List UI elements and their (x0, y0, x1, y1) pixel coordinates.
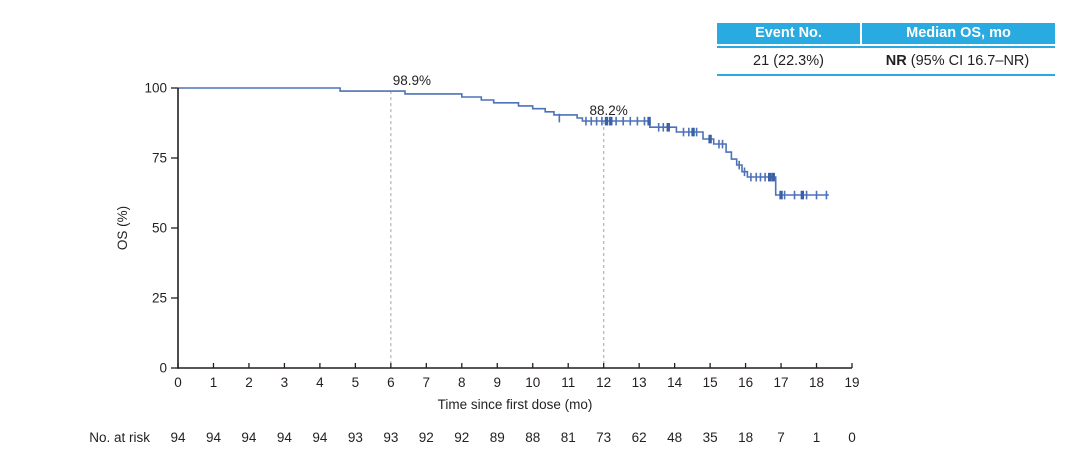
x-tick-label: 17 (774, 375, 789, 390)
y-tick-label: 75 (152, 151, 167, 166)
x-tick-label: 16 (738, 375, 753, 390)
y-tick-label: 0 (159, 361, 167, 376)
x-tick-label: 11 (561, 375, 575, 390)
x-tick-label: 9 (494, 375, 502, 390)
summary-table-bottom-border (717, 74, 1055, 76)
x-tick-label: 18 (809, 375, 824, 390)
x-tick-label: 4 (316, 375, 324, 390)
y-tick-label: 50 (152, 221, 167, 236)
summary-header-event-no: Event No. (717, 23, 860, 44)
x-axis-title: Time since first dose (mo) (438, 397, 593, 412)
x-tick-label: 0 (174, 375, 182, 390)
x-tick-label: 15 (703, 375, 718, 390)
median-os-ci: (95% CI 16.7–NR) (906, 53, 1030, 69)
x-tick-label: 8 (458, 375, 466, 390)
x-tick-label: 12 (596, 375, 611, 390)
x-tick-label: 10 (525, 375, 540, 390)
x-tick-label: 5 (352, 375, 360, 390)
survival-annotation-6mo: 98.9% (393, 73, 431, 88)
x-tick-label: 7 (423, 375, 431, 390)
x-tick-label: 14 (667, 375, 683, 390)
summary-header-median-os: Median OS, mo (862, 23, 1055, 44)
summary-value-median-os: NR (95% CI 16.7–NR) (860, 48, 1055, 74)
summary-table-body-row: 21 (22.3%) NR (95% CI 16.7–NR) (717, 48, 1055, 74)
y-tick-label: 100 (144, 81, 167, 96)
x-tick-label: 2 (245, 375, 253, 390)
x-tick-label: 6 (387, 375, 395, 390)
km-survival-curve (178, 87, 829, 196)
survival-annotation-12mo: 88.2% (590, 103, 628, 118)
y-axis-title: OS (%) (115, 206, 130, 250)
summary-value-event-no: 21 (22.3%) (753, 53, 824, 69)
x-tick-label: 13 (632, 375, 647, 390)
y-tick-label: 25 (152, 291, 167, 306)
x-tick-label: 3 (281, 375, 289, 390)
summary-table-header-row: Event No. Median OS, mo (717, 23, 1055, 44)
x-tick-label: 19 (844, 375, 859, 390)
x-tick-label: 1 (210, 375, 218, 390)
summary-table: Event No. Median OS, mo 21 (22.3%) NR (9… (717, 23, 1055, 76)
median-os-nr: NR (885, 53, 907, 69)
summary-header-underline (717, 46, 1055, 48)
